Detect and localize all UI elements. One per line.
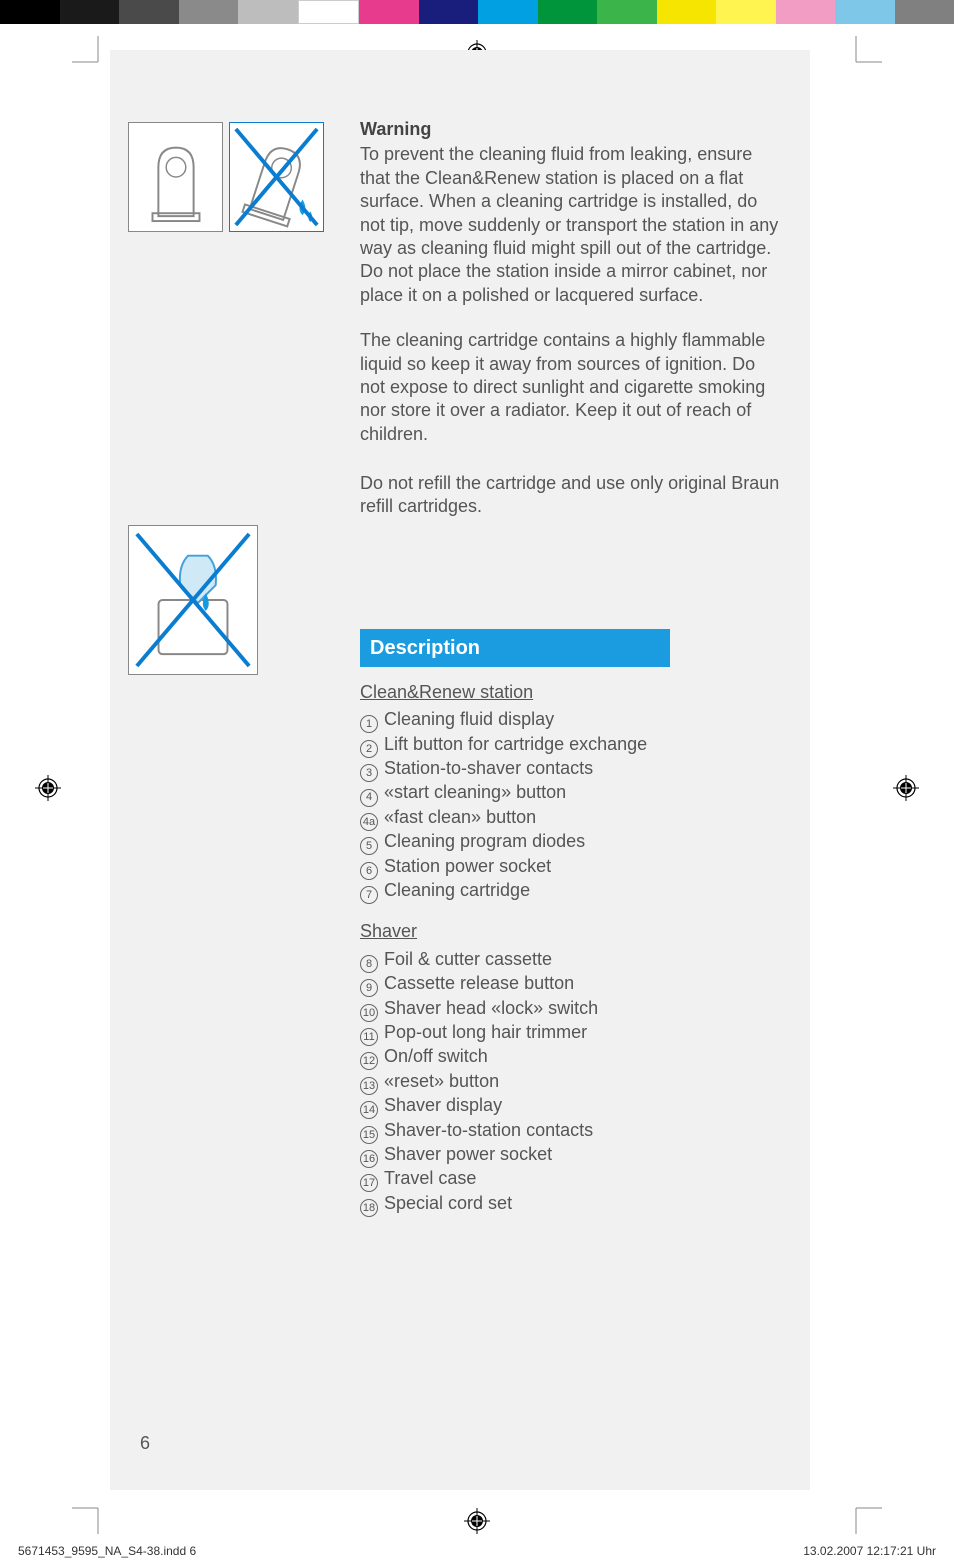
list-item: 17 Travel case xyxy=(360,1167,780,1190)
item-label: Shaver-to-station contacts xyxy=(384,1119,593,1142)
figure-station-tilt xyxy=(128,122,343,232)
item-label: «reset» button xyxy=(384,1070,499,1093)
list-item: 16 Shaver power socket xyxy=(360,1143,780,1166)
item-number-icon: 2 xyxy=(360,740,378,758)
item-number-icon: 17 xyxy=(360,1174,378,1192)
item-label: Cleaning program diodes xyxy=(384,830,585,853)
registration-mark-bottom xyxy=(464,1508,490,1534)
page-body: Warning To prevent the cleaning fluid fr… xyxy=(110,50,810,1490)
item-label: Shaver power socket xyxy=(384,1143,552,1166)
list-item: 15 Shaver-to-station contacts xyxy=(360,1119,780,1142)
item-label: Station-to-shaver contacts xyxy=(384,757,593,780)
page-number: 6 xyxy=(140,1433,150,1454)
item-label: Shaver head «lock» switch xyxy=(384,997,598,1020)
desc-section1-list: 1 Cleaning fluid display 2 Lift button for … xyxy=(360,708,780,902)
item-number-icon: 15 xyxy=(360,1126,378,1144)
item-label: Special cord set xyxy=(384,1192,512,1215)
description-banner: Description xyxy=(360,629,670,667)
desc-section2-list: 8 Foil & cutter cassette 9 Cassette release… xyxy=(360,948,780,1215)
item-label: Travel case xyxy=(384,1167,476,1190)
item-label: Cleaning cartridge xyxy=(384,879,530,902)
item-label: Cassette release button xyxy=(384,972,574,995)
item-number-icon: 3 xyxy=(360,764,378,782)
item-label: Shaver display xyxy=(384,1094,502,1117)
registration-mark-left xyxy=(35,775,61,801)
list-item: 6 Station power socket xyxy=(360,855,780,878)
print-footer: 5671453_9595_NA_S4-38.indd 6 13.02.2007 … xyxy=(18,1544,936,1558)
list-item: 4a «fast clean» button xyxy=(360,806,780,829)
item-label: Cleaning fluid display xyxy=(384,708,554,731)
item-label: Lift button for cartridge exchange xyxy=(384,733,647,756)
item-number-icon: 4 xyxy=(360,789,378,807)
printer-color-bar xyxy=(0,0,954,24)
item-number-icon: 7 xyxy=(360,886,378,904)
item-number-icon: 5 xyxy=(360,837,378,855)
list-item: 3 Station-to-shaver contacts xyxy=(360,757,780,780)
crop-mark-tl xyxy=(72,36,110,74)
item-number-icon: 12 xyxy=(360,1052,378,1070)
item-label: «start cleaning» button xyxy=(384,781,566,804)
item-number-icon: 11 xyxy=(360,1028,378,1046)
list-item: 4 «start cleaning» button xyxy=(360,781,780,804)
item-label: Station power socket xyxy=(384,855,551,878)
figure-station-tilt-no xyxy=(229,122,324,232)
list-item: 5 Cleaning program diodes xyxy=(360,830,780,853)
list-item: 14 Shaver display xyxy=(360,1094,780,1117)
item-number-icon: 10 xyxy=(360,1004,378,1022)
item-number-icon: 13 xyxy=(360,1077,378,1095)
figure-no-refill-frame xyxy=(128,525,258,675)
list-item: 11 Pop-out long hair trimmer xyxy=(360,1021,780,1044)
warning-p2: The cleaning cartridge contains a highly… xyxy=(360,329,780,446)
footer-left: 5671453_9595_NA_S4-38.indd 6 xyxy=(18,1544,196,1558)
item-label: On/off switch xyxy=(384,1045,488,1068)
figure-station-ok xyxy=(128,122,223,232)
list-item: 13 «reset» button xyxy=(360,1070,780,1093)
item-label: Pop-out long hair trimmer xyxy=(384,1021,587,1044)
desc-section2-title: Shaver xyxy=(360,920,780,943)
item-number-icon: 16 xyxy=(360,1150,378,1168)
warning-heading: Warning xyxy=(360,118,780,141)
warning-p3: Do not refill the cartridge and use only… xyxy=(360,472,780,519)
list-item: 8 Foil & cutter cassette xyxy=(360,948,780,971)
item-number-icon: 1 xyxy=(360,715,378,733)
item-number-icon: 18 xyxy=(360,1199,378,1217)
crop-mark-tr xyxy=(844,36,882,74)
list-item: 7 Cleaning cartridge xyxy=(360,879,780,902)
figure-no-refill xyxy=(128,525,343,679)
list-item: 2 Lift button for cartridge exchange xyxy=(360,733,780,756)
list-item: 18 Special cord set xyxy=(360,1192,780,1215)
registration-mark-right xyxy=(893,775,919,801)
crop-mark-br xyxy=(844,1496,882,1534)
item-number-icon: 9 xyxy=(360,979,378,997)
crop-mark-bl xyxy=(72,1496,110,1534)
footer-right: 13.02.2007 12:17:21 Uhr xyxy=(803,1544,936,1558)
list-item: 9 Cassette release button xyxy=(360,972,780,995)
list-item: 10 Shaver head «lock» switch xyxy=(360,997,780,1020)
warning-p1: To prevent the cleaning fluid from leaki… xyxy=(360,143,780,307)
desc-section1-title: Clean&Renew station xyxy=(360,681,780,704)
text-column: Warning To prevent the cleaning fluid fr… xyxy=(360,118,780,1216)
item-number-icon: 4a xyxy=(360,813,378,831)
item-label: Foil & cutter cassette xyxy=(384,948,552,971)
list-item: 1 Cleaning fluid display xyxy=(360,708,780,731)
item-number-icon: 8 xyxy=(360,955,378,973)
item-label: «fast clean» button xyxy=(384,806,536,829)
item-number-icon: 6 xyxy=(360,862,378,880)
list-item: 12 On/off switch xyxy=(360,1045,780,1068)
item-number-icon: 14 xyxy=(360,1101,378,1119)
